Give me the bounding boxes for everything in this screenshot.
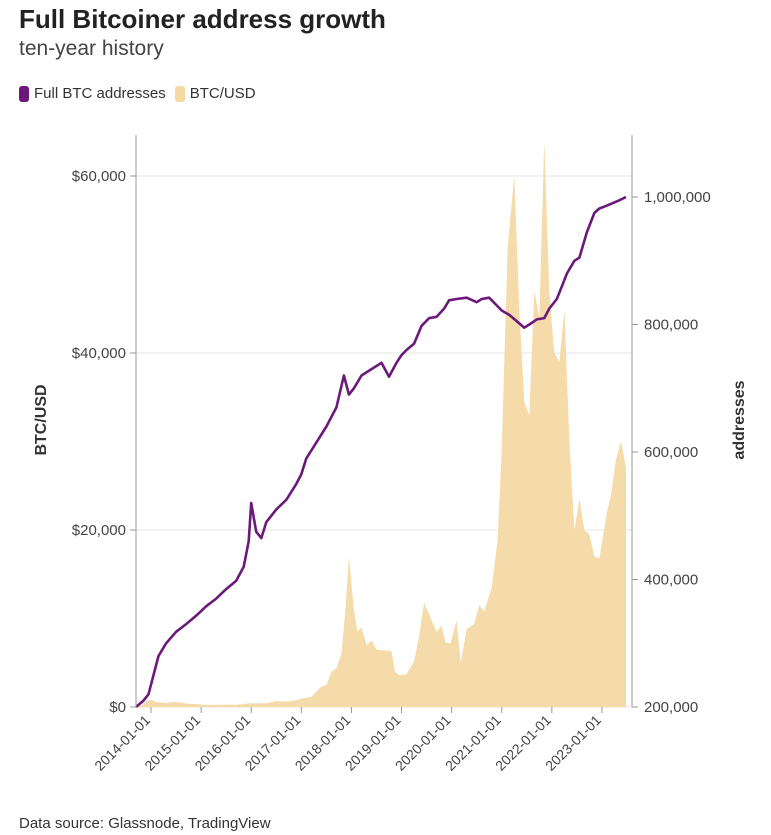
legend-item-addresses[interactable]: Full BTC addresses [19, 85, 166, 102]
legend-label-price: BTC/USD [189, 85, 256, 102]
left-tick-label-1: $20,000 [72, 522, 126, 539]
right-tick-label-0: 200,000 [644, 699, 698, 716]
full-btc-addresses-line [135, 195, 627, 708]
chart-subtitle: ten-year history [19, 37, 164, 60]
legend-swatch-addresses [19, 85, 29, 102]
right-tick-label-4: 1,000,000 [644, 189, 711, 206]
left-tick-label-2: $40,000 [72, 345, 126, 362]
legend-label-addresses: Full BTC addresses [34, 85, 166, 102]
legend-item-price[interactable]: BTC/USD [174, 85, 256, 102]
left-tick-label-3: $60,000 [72, 168, 126, 185]
x-axis-ticks: 2014-01-012015-01-012016-01-012017-01-01… [91, 707, 604, 774]
right-axis-label: addresses [731, 380, 748, 459]
data-source-note: Data source: Glassnode, TradingView [19, 815, 271, 832]
chart-title: Full Bitcoiner address growth [19, 4, 386, 34]
right-tick-label-1: 400,000 [644, 572, 698, 589]
legend: Full BTC addresses BTC/USD [19, 85, 265, 102]
left-axis-ticks: $0 $20,000 $40,000 $60,000 [72, 168, 136, 716]
legend-swatch-price [174, 85, 185, 102]
right-tick-label-3: 800,000 [644, 317, 698, 334]
btc-usd-area [136, 140, 626, 708]
right-axis-ticks: 200,000 400,000 600,000 800,000 1,000,000 [632, 189, 711, 716]
right-tick-label-2: 600,000 [644, 444, 698, 461]
chart-area: $0 $20,000 $40,000 $60,000 200,000 400,000 60… [33, 135, 748, 774]
left-axis-label: BTC/USD [33, 384, 50, 455]
left-tick-label-0: $0 [109, 699, 126, 716]
